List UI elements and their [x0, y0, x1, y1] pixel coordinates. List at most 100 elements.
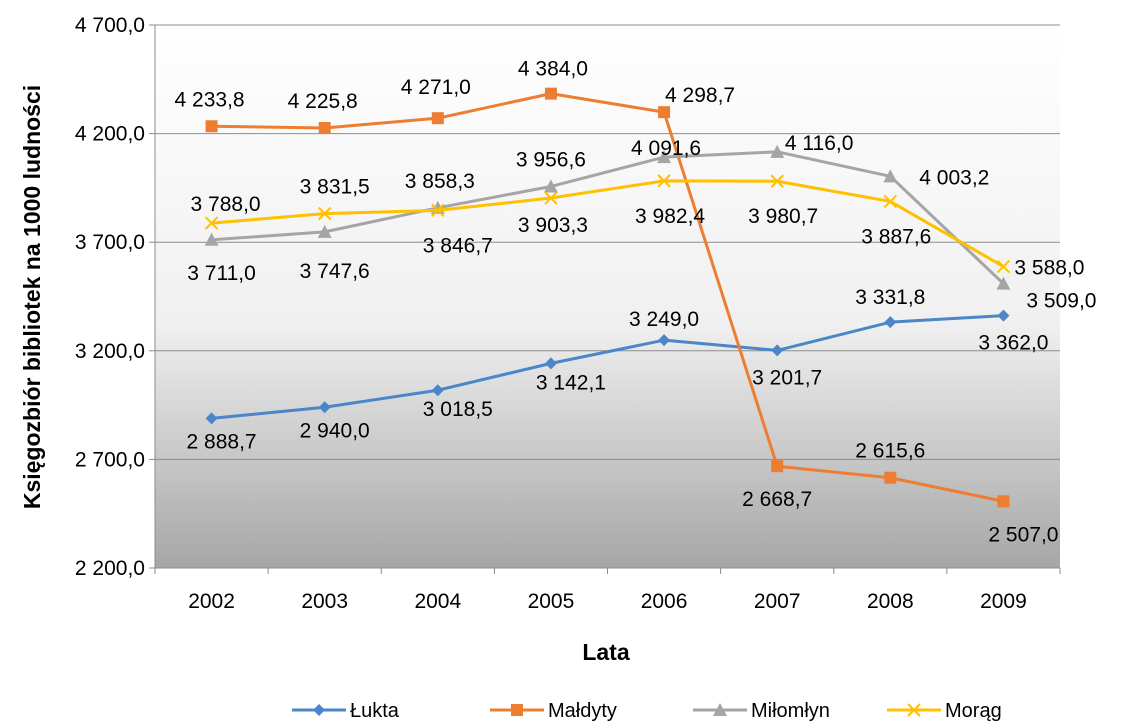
data-label: 4 003,2: [919, 166, 989, 189]
x-tick-label: 2006: [641, 590, 688, 613]
y-tick-label: 4 700,0: [75, 14, 145, 37]
series-1-line: [211, 314, 1004, 420]
data-label: 4 271,0: [401, 76, 471, 99]
marker-series-4-7: [996, 259, 1011, 274]
marker-series-1-1: [318, 401, 331, 414]
x-tick-label: 2003: [301, 590, 348, 613]
x-tick-label: 2002: [188, 590, 235, 613]
x-axis-title: Lata: [582, 639, 630, 665]
legend-label: Małdyty: [548, 700, 617, 722]
data-label: 3 788,0: [191, 193, 261, 216]
legend-item: Łukta: [292, 700, 400, 722]
y-tick-label: 2 700,0: [75, 448, 145, 471]
marker-series-2-0: [205, 120, 218, 133]
y-tick-label: 4 200,0: [75, 123, 145, 146]
legend-item: Miłomłyn: [693, 700, 830, 722]
data-label: 4 298,7: [665, 84, 735, 107]
data-label: 3 201,7: [752, 366, 822, 389]
marker-series-2-1: [318, 121, 331, 134]
marker-series-3-4: [657, 150, 672, 164]
data-label: 4 384,0: [518, 58, 588, 81]
series-lines: [204, 87, 1011, 508]
marker-series-2-7: [997, 495, 1010, 508]
legend-label: Łukta: [350, 700, 400, 722]
data-label: 3 858,3: [405, 170, 475, 193]
marker-series-4-3: [544, 191, 558, 205]
marker-series-2-5: [771, 460, 784, 473]
y-tick-label: 2 200,0: [75, 557, 145, 580]
marker-series-3-0: [204, 232, 219, 246]
legend-label: Morąg: [945, 700, 1002, 722]
series-2-markers: [205, 87, 1010, 508]
marker-series-1-5: [771, 344, 784, 357]
data-label: 2 507,0: [988, 523, 1058, 546]
data-label: 2 615,6: [855, 440, 925, 463]
data-label: 3 249,0: [629, 308, 699, 331]
marker-legend-3: [907, 703, 921, 717]
marker-series-2-3: [544, 87, 557, 100]
marker-series-2-2: [431, 112, 444, 125]
marker-series-4-5: [770, 174, 784, 188]
data-label: 2 940,0: [300, 419, 370, 442]
data-label: 3 142,1: [536, 371, 606, 394]
legend: Łukta Małdyty Miłomłyn Morąg: [292, 700, 1002, 722]
marker-series-4-0: [204, 216, 219, 230]
data-label: 3 018,5: [423, 398, 493, 421]
series-3-line: [211, 150, 1005, 285]
marker-series-1-3: [544, 357, 557, 370]
marker-series-4-4: [657, 174, 671, 188]
marker-legend-2: [713, 703, 727, 716]
series-4-markers: [204, 174, 1011, 274]
y-tick-label: 3 200,0: [75, 340, 145, 363]
marker-series-3-3: [543, 179, 558, 193]
marker-series-1-4: [658, 334, 671, 347]
data-label: 4 116,0: [785, 132, 854, 155]
data-label: 3 331,8: [855, 286, 925, 309]
marker-series-4-2: [431, 203, 445, 218]
data-label: 3 362,0: [978, 332, 1048, 355]
marker-series-1-6: [884, 316, 897, 329]
marker-series-1-2: [431, 384, 444, 397]
marker-series-1-7: [997, 309, 1010, 322]
data-label: 3 887,6: [861, 225, 931, 248]
data-label: 3 509,0: [1026, 290, 1096, 313]
data-label: 2 888,7: [187, 430, 257, 453]
data-label: 4 233,8: [175, 88, 245, 111]
data-label: 4 091,6: [631, 137, 701, 160]
data-label: 3 846,7: [423, 234, 493, 257]
data-label: 3 831,5: [300, 176, 370, 199]
data-label: 3 982,4: [635, 205, 705, 228]
marker-series-2-4: [658, 106, 671, 119]
data-label: 3 588,0: [1014, 257, 1084, 280]
series-2-line: [211, 92, 1004, 503]
series-4-line: [211, 179, 1005, 268]
legend-item: Morąg: [887, 700, 1002, 722]
data-label: 2 668,7: [742, 488, 812, 511]
data-labels: 2 888,7 2 940,0 3 018,5 3 142,1 3 249,0 3 201…: [175, 58, 1097, 547]
x-tick-label: 2007: [754, 590, 801, 613]
legend-item: Małdyty: [490, 700, 617, 722]
marker-series-3-6: [883, 169, 898, 183]
marker-series-1-0: [205, 412, 218, 425]
marker-series-4-1: [317, 206, 332, 221]
series-1-markers: [205, 309, 1010, 425]
marker-legend-0: [313, 704, 325, 716]
data-label: 3 711,0: [187, 262, 256, 285]
plot-area: [155, 25, 1060, 568]
data-label: 3 956,6: [516, 148, 586, 171]
marker-series-4-6: [883, 194, 898, 209]
y-tick-label: 3 700,0: [75, 231, 145, 254]
marker-legend-1: [511, 704, 523, 716]
x-tick-label: 2005: [528, 590, 575, 613]
x-tick-label: 2008: [867, 590, 914, 613]
marker-series-3-7: [996, 276, 1011, 290]
x-tick-label: 2004: [414, 590, 461, 613]
data-label: 3 903,3: [518, 214, 588, 237]
data-label: 3 980,7: [748, 205, 818, 228]
data-label: 3 747,6: [300, 260, 370, 283]
y-axis-title: Księgozbiór bibliotek na 1000 ludności: [19, 85, 45, 509]
axes: 2 200,0 2 700,0 3 200,0 3 700,0 4 200,0 4 700…: [75, 14, 1061, 613]
data-label: 4 225,8: [288, 90, 358, 113]
marker-series-3-5: [770, 144, 785, 158]
